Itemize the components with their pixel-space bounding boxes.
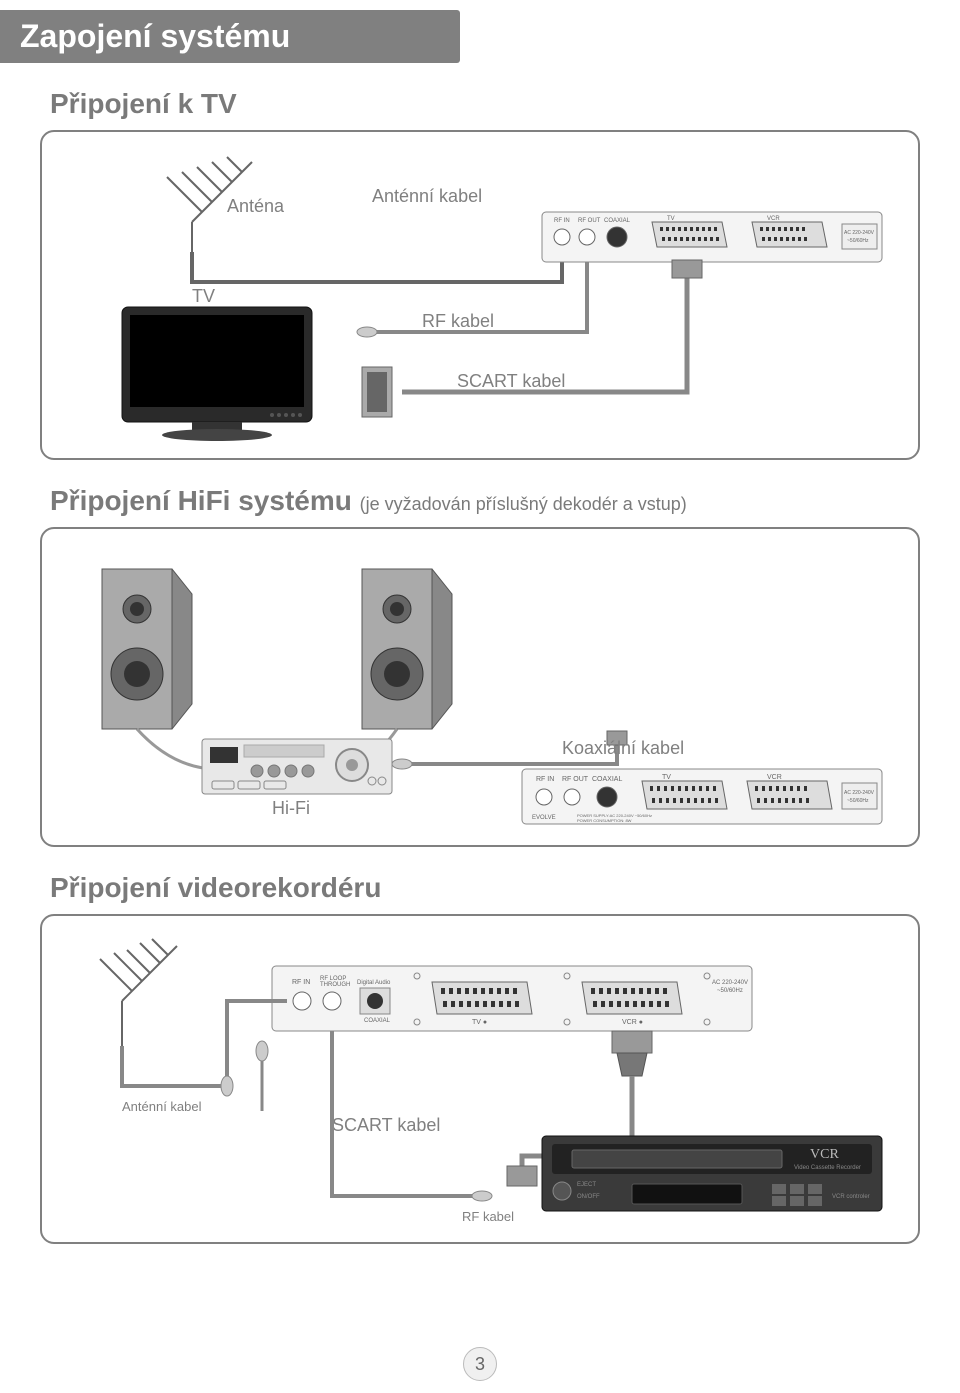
svg-text:RF IN: RF IN <box>554 218 570 224</box>
svg-text:TV: TV <box>662 774 671 781</box>
rf-cable-label3: RF kabel <box>462 1209 514 1224</box>
svg-text:RF OUT: RF OUT <box>578 218 601 224</box>
page-number: 3 <box>463 1347 497 1381</box>
section1-title: Připojení k TV <box>50 88 960 120</box>
section3-diagram: RF IN RF LOOP THROUGH Digital Audio COAX… <box>40 914 920 1244</box>
svg-text:Digital Audio: Digital Audio <box>357 980 391 986</box>
section2-subtitle: (je vyžadován příslušný dekodér a vstup) <box>360 494 687 514</box>
vcr-sub-label: Video Cassette Recorder <box>794 1165 861 1171</box>
svg-text:TV: TV <box>667 216 675 222</box>
scart-cable-label: SCART kabel <box>457 371 565 391</box>
svg-text:~50/60Hz: ~50/60Hz <box>717 988 743 994</box>
diagram-vcr: RF IN RF LOOP THROUGH Digital Audio COAX… <box>62 936 902 1226</box>
svg-text:COAXIAL: COAXIAL <box>604 218 631 224</box>
vcr-label: VCR <box>810 1147 839 1162</box>
section2-diagram: Hi-Fi Koaxiální kabel RF IN RF OUT COAXI… <box>40 527 920 847</box>
antenna-cable-label3: Anténní kabel <box>122 1099 202 1114</box>
scart-cable-label3: SCART kabel <box>332 1115 440 1135</box>
svg-text:~50/60Hz: ~50/60Hz <box>847 798 869 804</box>
svg-text:AC 220-240V: AC 220-240V <box>844 230 875 236</box>
section2-title: Připojení HiFi systému (je vyžadován pří… <box>50 485 960 517</box>
tv-label: TV <box>192 286 215 306</box>
antenna-label: Anténa <box>227 196 285 216</box>
page-title-bar: Zapojení systému <box>0 10 460 63</box>
diagram-hifi: Hi-Fi Koaxiální kabel RF IN RF OUT COAXI… <box>62 549 902 829</box>
svg-text:TV ●: TV ● <box>472 1019 487 1026</box>
svg-text:THROUGH: THROUGH <box>320 982 350 988</box>
hifi-label: Hi-Fi <box>272 798 310 818</box>
svg-text:POWER CONSUMPTION: 8W: POWER CONSUMPTION: 8W <box>577 818 632 823</box>
svg-text:EJECT: EJECT <box>577 1182 596 1188</box>
svg-text:RF IN: RF IN <box>292 979 310 986</box>
svg-text:VCR controler: VCR controler <box>832 1194 870 1200</box>
section3-title: Připojení videorekordéru <box>50 872 960 904</box>
rf-cable-label: RF kabel <box>422 311 494 331</box>
coax-label: Koaxiální kabel <box>562 738 684 758</box>
svg-text:~50/60Hz: ~50/60Hz <box>847 238 869 244</box>
svg-text:COAXIAL: COAXIAL <box>364 1018 391 1024</box>
page-title: Zapojení systému <box>20 18 290 54</box>
diagram-tv: Anténa Anténní kabel RF IN RF OUT COAXIA… <box>62 152 902 442</box>
svg-text:RF IN: RF IN <box>536 776 554 783</box>
svg-text:ON/OFF: ON/OFF <box>577 1194 600 1200</box>
svg-text:EVOLVE: EVOLVE <box>532 815 556 821</box>
svg-text:RF OUT: RF OUT <box>562 776 589 783</box>
page-number-text: 3 <box>475 1354 485 1375</box>
svg-text:COAXIAL: COAXIAL <box>592 776 622 783</box>
antenna-cable-label: Anténní kabel <box>372 186 482 206</box>
svg-text:VCR: VCR <box>767 216 780 222</box>
svg-text:VCR ●: VCR ● <box>622 1019 643 1026</box>
section1-diagram: Anténa Anténní kabel RF IN RF OUT COAXIA… <box>40 130 920 460</box>
svg-text:AC 220-240V: AC 220-240V <box>844 790 875 796</box>
section2-title-text: Připojení HiFi systému <box>50 485 352 516</box>
svg-text:AC 220-240V: AC 220-240V <box>712 980 748 986</box>
svg-text:VCR: VCR <box>767 774 782 781</box>
